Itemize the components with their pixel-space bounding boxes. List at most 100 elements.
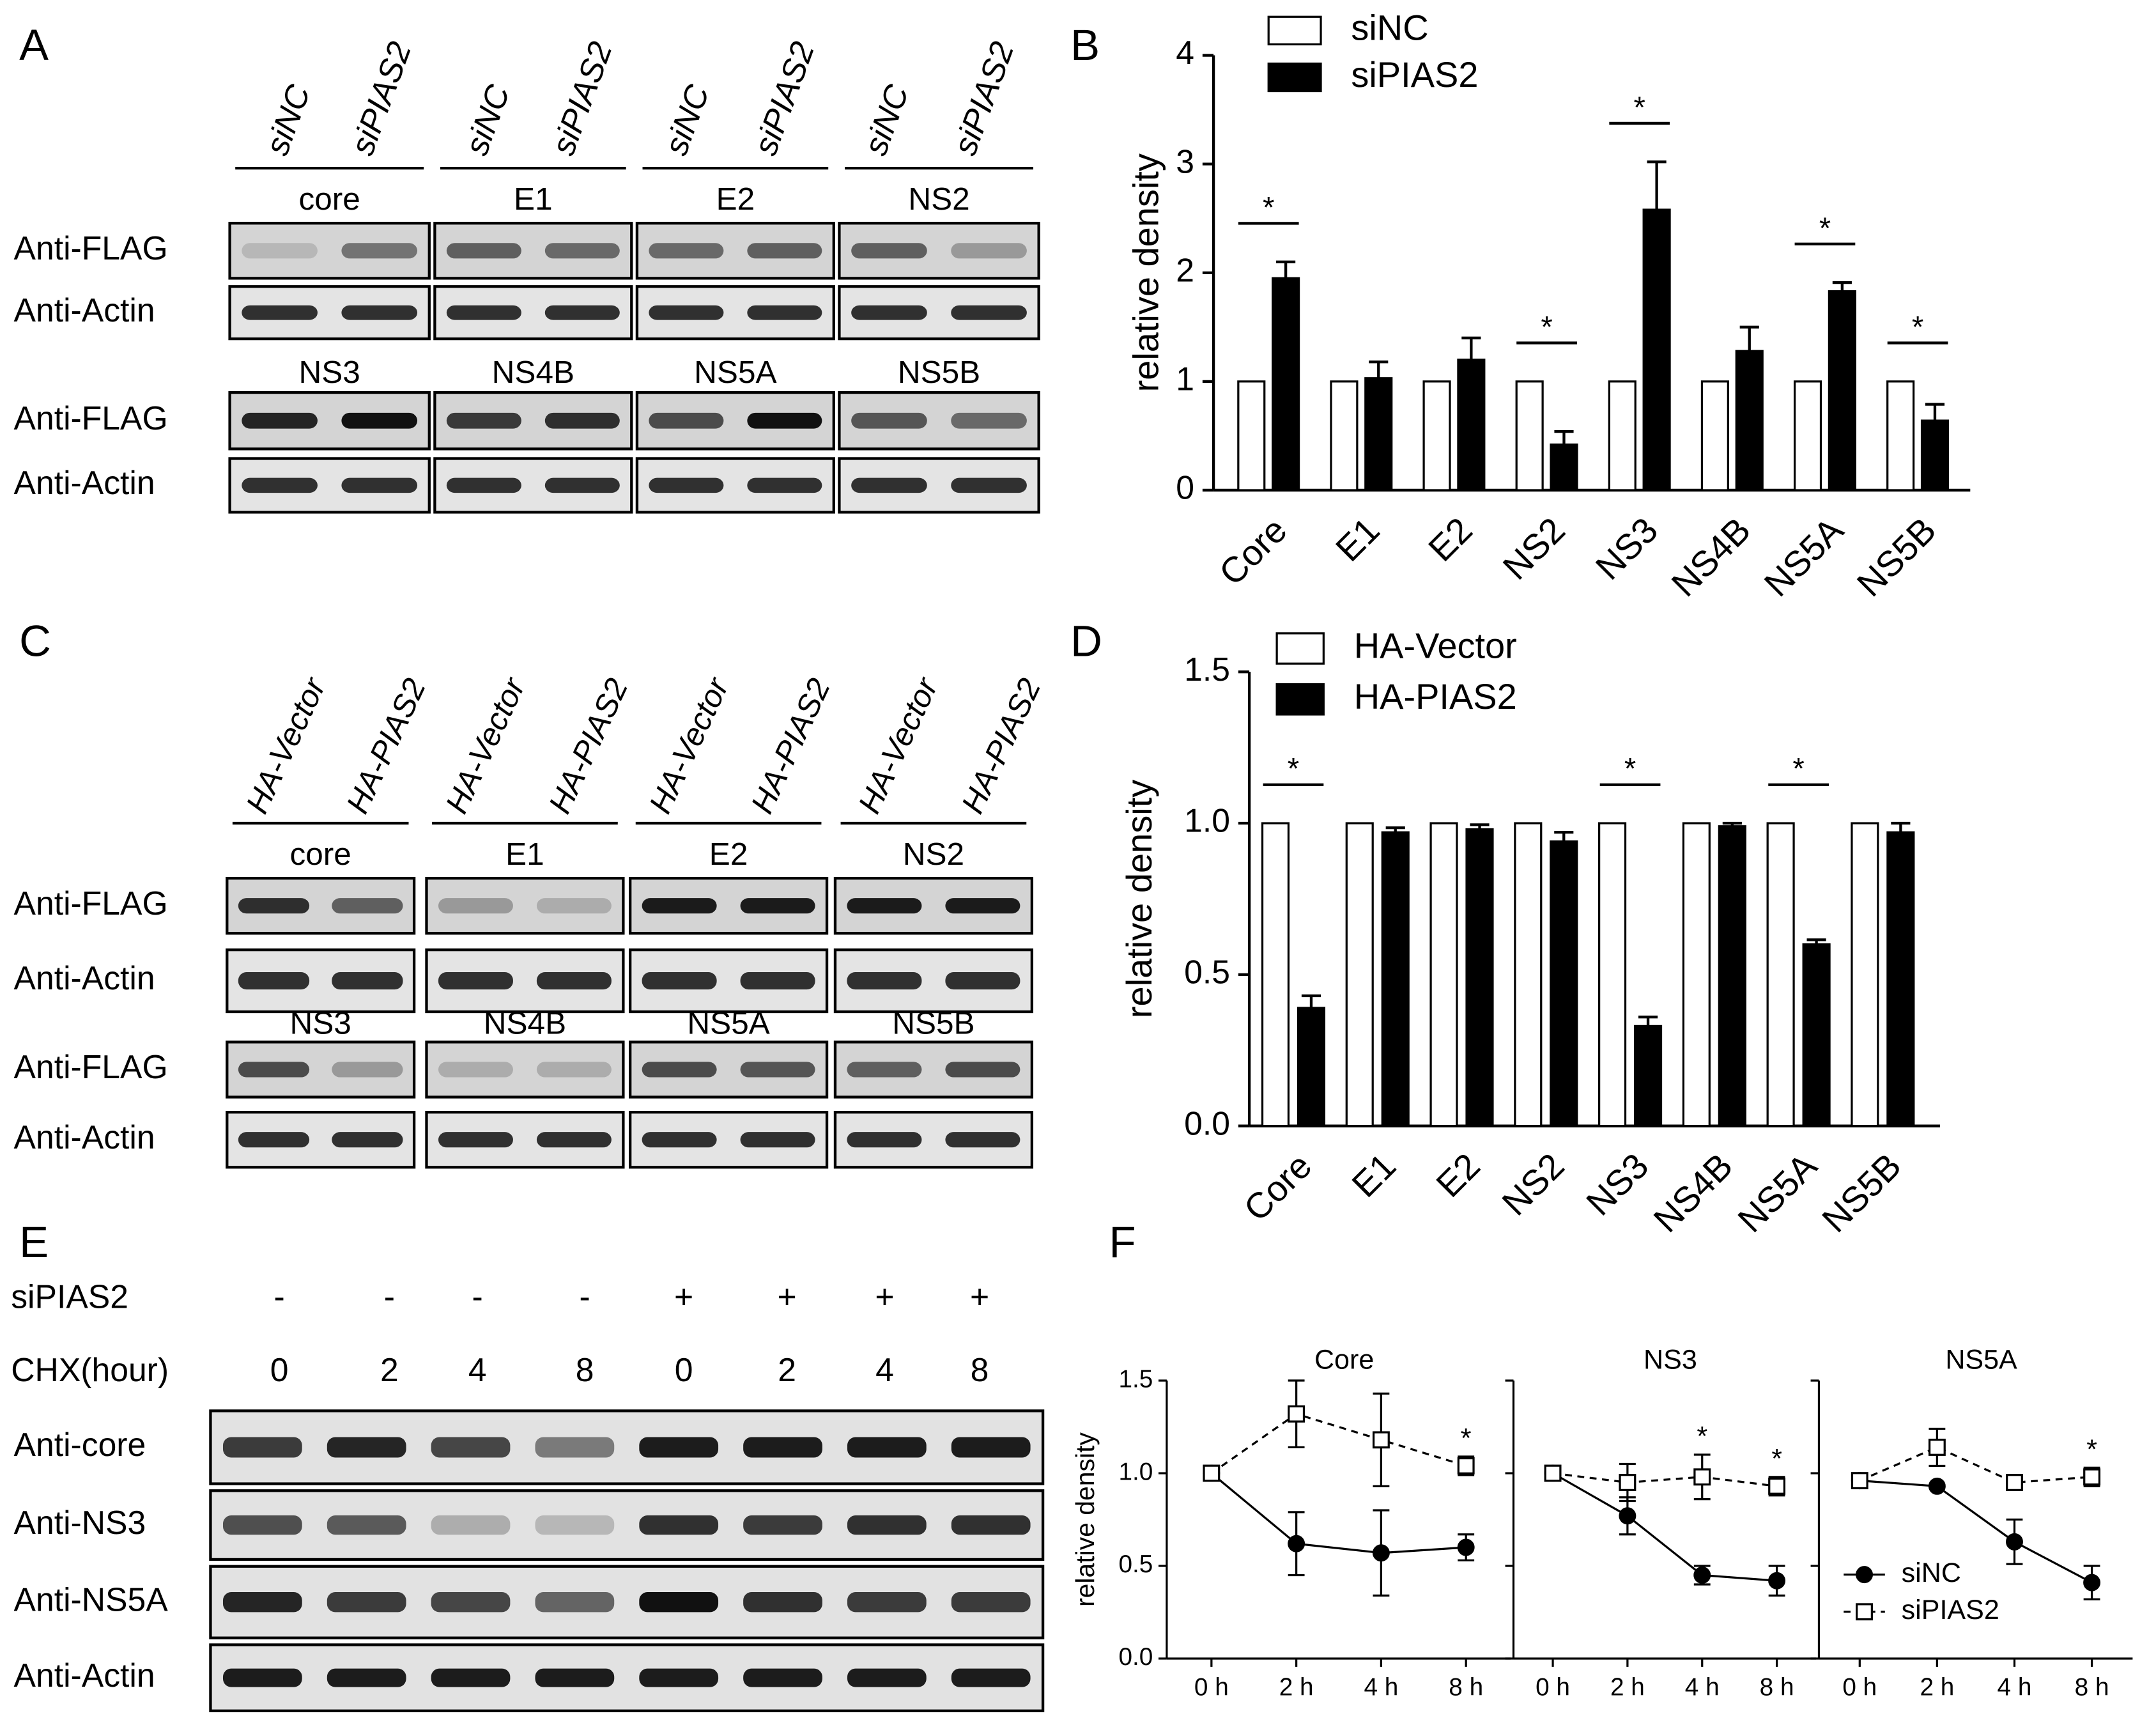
chart-title: NS5A [1945,1344,2017,1375]
blot-band [747,477,822,493]
condition-value: 8 [576,1351,594,1388]
blot-band [431,1515,511,1535]
y-tick-label: 1.5 [1118,1365,1153,1393]
row-label: Anti-core [14,1426,146,1463]
protein-label: NS2 [903,837,964,872]
lane-label: siNC [856,79,916,160]
point [2083,1574,2101,1591]
legend-label: siPIAS2 [1902,1595,1999,1625]
significance-label: * [1624,752,1636,786]
lane-label: HA-PIAS2 [542,673,635,819]
condition-value: + [970,1278,989,1315]
row-label: Anti-FLAG [14,1048,168,1085]
bar [1793,380,1822,491]
legend-swatch [1275,683,1325,716]
x-tick-label: 0 h [1842,1674,1877,1701]
legend-marker [1856,1566,1873,1584]
blot-band [743,1437,822,1458]
blot-band [327,1668,406,1687]
row-label: Anti-FLAG [14,885,168,922]
significance-label: * [1288,752,1299,786]
x-tick-label: NS5A [1730,1145,1824,1240]
blot-band [847,1437,927,1458]
blot-band [544,477,620,493]
x-tick-label: NS5B [1849,509,1944,604]
legend-label: HA-PIAS2 [1354,676,1517,716]
significance-label: * [1792,752,1804,786]
y-tick-label: 1.5 [1184,651,1230,688]
legend-swatch [1267,62,1322,93]
row-label: Anti-Actin [14,1118,155,1156]
bar [1550,443,1578,491]
blot-band [639,1437,719,1458]
condition-value: + [875,1278,894,1315]
x-tick-label: 0 h [1536,1674,1570,1701]
lane-label: siPIAS2 [544,37,619,160]
panel-label: E [19,1218,49,1267]
y-tick-label: 3 [1176,143,1194,180]
x-tick-label: E1 [1344,1145,1403,1205]
blot-band [747,305,822,320]
blot-band [740,1132,815,1148]
x-tick-label: 0 h [1194,1674,1229,1701]
bar [1364,377,1393,491]
x-tick-label: NS4B [1645,1145,1740,1240]
point [1372,1431,1390,1449]
legend-label: siNC [1351,8,1428,48]
blot-band [945,898,1020,914]
blot-band [951,412,1027,429]
blot-band [649,412,724,429]
blot-box [425,876,625,935]
bar [1766,822,1795,1127]
x-tick-label: 4 h [1685,1674,1720,1701]
legend-label: HA-Vector [1354,625,1517,665]
x-tick-label: E2 [1421,509,1480,569]
y-axis-title: relative density [1126,153,1166,392]
blot-band [951,1437,1031,1458]
bar [1272,277,1300,491]
y-tick-label: 0.5 [1184,954,1230,991]
protein-label: E1 [505,837,544,872]
condition-value: + [674,1278,693,1315]
row-label: Anti-Actin [14,291,155,329]
blot-band [642,898,717,914]
lane-label: HA-PIAS2 [744,673,837,819]
blot-band [544,412,620,429]
lane-label: siNC [657,79,716,160]
bar [1700,380,1729,491]
x-tick-label: NS2 [1494,1145,1572,1223]
chart-title: Core [1314,1344,1374,1375]
point [1457,1457,1475,1474]
blot-band [945,1062,1020,1078]
point [1544,1464,1562,1482]
bar [1886,831,1915,1127]
x-tick-label: 2 h [1920,1674,1954,1701]
x-tick-label: Core [1211,509,1294,592]
blot-band [446,305,521,320]
blot-band [740,971,815,990]
lane-label: HA-PIAS2 [340,673,433,819]
blot-band [242,305,318,320]
point [1457,1538,1475,1556]
blot-band [222,1668,302,1687]
condition-value: - [273,1278,284,1315]
legend-marker [1856,1603,1873,1621]
x-tick-label: 4 h [1364,1674,1398,1701]
blot-band [642,1132,717,1148]
blot-band [332,1132,403,1148]
blot-band [743,1515,822,1535]
legend-label: siPIAS2 [1351,54,1478,95]
blot-band [747,412,822,429]
lane-label: siNC [258,79,318,160]
blot-band [847,1062,922,1078]
point [1693,1567,1711,1584]
protein-label: core [299,182,360,217]
x-tick-label: Core [1236,1145,1319,1228]
panel-label: D [1070,616,1102,665]
blot-band [238,1132,310,1148]
lane-label: HA-PIAS2 [955,673,1047,819]
blot-box [425,1041,625,1099]
blot-band [438,898,513,914]
point [1203,1464,1220,1482]
